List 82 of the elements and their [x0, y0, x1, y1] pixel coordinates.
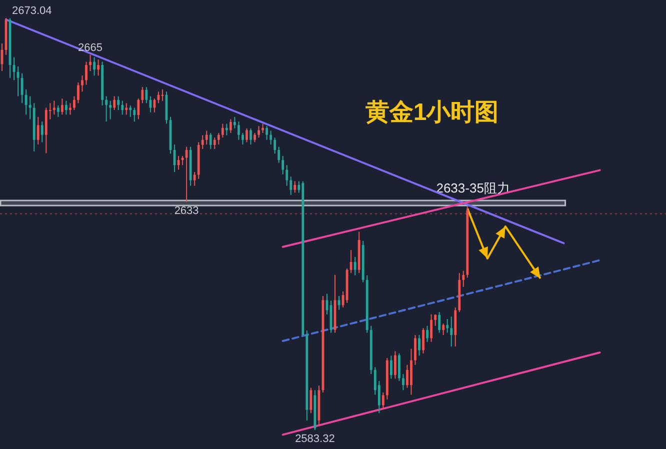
candlestick: [64, 100, 68, 116]
candlestick: [254, 132, 256, 143]
candlestick: [250, 128, 252, 145]
candlestick: [181, 155, 184, 166]
candlestick: [270, 130, 272, 145]
candlestick: [266, 126, 268, 140]
candlestick: [398, 352, 400, 382]
candlestick: [24, 88, 28, 116]
candlestick: [77, 82, 80, 104]
candlestick: [286, 164, 288, 186]
candlestick: [462, 270, 465, 288]
candlestick: [354, 256, 356, 276]
candlestick: [81, 75, 84, 92]
candlestick: [221, 123, 224, 138]
candlestick: [294, 180, 296, 194]
annotation: 2583.32: [295, 433, 335, 445]
candlestick: [117, 96, 120, 111]
candlestick: [201, 134, 204, 150]
candlestick: [225, 123, 228, 136]
candlestick: [278, 146, 280, 164]
candlestick: [149, 96, 152, 113]
candlestick: [141, 86, 144, 104]
candlestick: [450, 316, 453, 348]
candlestick: [418, 334, 420, 356]
candlestick: [93, 56, 96, 76]
candlestick: [60, 98, 64, 116]
candlestick: [213, 137, 216, 150]
candlestick: [185, 146, 188, 202]
candlestick: [217, 132, 220, 145]
candlestick: [434, 314, 437, 326]
candlestick: [382, 392, 384, 410]
annotation: 2665: [78, 42, 103, 54]
candlestick: [290, 176, 292, 196]
candlestick: [28, 96, 32, 120]
candlestick: [85, 61, 88, 86]
candlestick: [446, 318, 449, 334]
candlestick: [133, 107, 136, 122]
candlestick: [20, 72, 24, 104]
candlestick: [438, 312, 441, 334]
candlestick: [414, 334, 416, 366]
candlestick: [282, 155, 284, 175]
candlestick: [105, 96, 108, 122]
candlestick: [125, 102, 128, 116]
candlestick: [73, 96, 76, 111]
text: 黄金1小时图: [364, 99, 499, 126]
candlestick: [246, 128, 248, 143]
candlestick: [229, 118, 232, 134]
candlestick: [145, 86, 148, 104]
candlestick: [36, 116, 40, 145]
annotation: 2633: [174, 204, 199, 217]
candlestick: [426, 325, 428, 342]
candlestick: [402, 374, 404, 391]
candlestick: [121, 100, 124, 116]
candlestick: [97, 59, 100, 76]
candlestick: [56, 104, 60, 118]
candlestick: [40, 121, 44, 143]
candlestick: [258, 126, 260, 138]
candlestick: [69, 102, 72, 116]
candlestick: [113, 96, 116, 111]
candlestick: [52, 100, 56, 116]
candlestick: [242, 132, 244, 145]
candlestick: [234, 116, 236, 129]
candlestick: [16, 66, 20, 97]
candlestick: [89, 54, 92, 72]
candlestick: [394, 350, 396, 380]
candlestick: [238, 121, 240, 140]
candlestick: [442, 323, 445, 336]
candlestick: [406, 364, 408, 388]
candlestick: [274, 137, 276, 154]
candlestick: [129, 104, 132, 118]
candlestick: [205, 130, 208, 145]
text: 2673.04: [12, 5, 52, 17]
candlestick: [422, 328, 424, 354]
candlestick: [209, 132, 212, 150]
candlestick: [310, 387, 312, 414]
candlestick: [350, 250, 352, 274]
candlestick: [430, 314, 432, 342]
candlestick: [390, 355, 392, 380]
candlestick: [193, 172, 196, 186]
candlestick: [109, 100, 112, 120]
candlestick: [262, 123, 264, 134]
candlestick: [137, 98, 140, 120]
